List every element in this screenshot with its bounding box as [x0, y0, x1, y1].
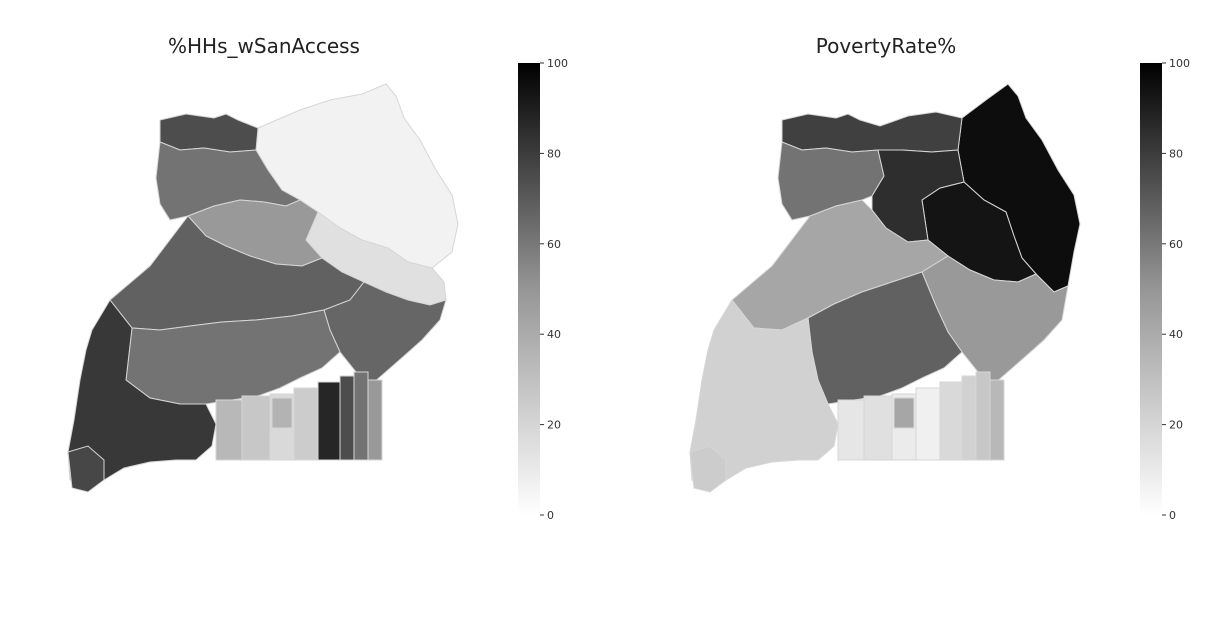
- region-south-west: [689, 299, 839, 489]
- lake-block: [989, 379, 1005, 461]
- colorbar: 0 20 40 60 80 100: [518, 57, 568, 522]
- colorbar-ticks: 0 20 40 60 80 100: [540, 57, 568, 522]
- region-south-west: [67, 299, 217, 489]
- lake-block: [367, 379, 383, 461]
- colorbar-gradient: [518, 63, 540, 515]
- map-panel-poverty: PovertyRate%: [689, 34, 1190, 522]
- panel-title: %HHs_wSanAccess: [168, 34, 360, 58]
- lake-block: [353, 371, 369, 461]
- colorbar-tick-label: 60: [547, 238, 561, 251]
- lake-block: [317, 381, 341, 461]
- lake-block: [961, 375, 977, 461]
- colorbar: 0 20 40 60 80 100: [1140, 57, 1190, 522]
- map-panel-sanitation: %HHs_wSanAccess: [67, 34, 568, 522]
- lake-block: [863, 395, 893, 461]
- lake-block: [241, 395, 271, 461]
- lake-block: [837, 399, 865, 461]
- lake-block: [271, 397, 293, 429]
- colorbar-tick-label: 20: [547, 419, 561, 432]
- lake-block: [215, 399, 243, 461]
- colorbar-ticks: 0 20 40 60 80 100: [1162, 57, 1190, 522]
- colorbar-tick-label: 40: [1169, 328, 1183, 341]
- choropleth-map: [689, 83, 1081, 493]
- lake-block: [893, 397, 915, 429]
- region-south-west-tip: [689, 445, 727, 493]
- colorbar-tick-label: 0: [547, 509, 554, 522]
- lake-block: [939, 381, 963, 461]
- lake-block: [975, 371, 991, 461]
- lake-blocks: [215, 371, 383, 461]
- lake-block: [339, 375, 355, 461]
- colorbar-gradient: [1140, 63, 1162, 515]
- region-west-nile-top: [781, 111, 963, 153]
- region-north-central: [871, 149, 965, 243]
- region-south-west-tip: [67, 445, 105, 493]
- colorbar-tick-label: 80: [547, 147, 561, 160]
- choropleth-map: [67, 83, 459, 493]
- colorbar-tick-label: 20: [1169, 419, 1183, 432]
- colorbar-tick-label: 0: [1169, 509, 1176, 522]
- colorbar-tick-label: 100: [547, 57, 568, 70]
- panel-title: PovertyRate%: [816, 34, 957, 58]
- lake-block: [915, 387, 941, 461]
- colorbar-tick-label: 100: [1169, 57, 1190, 70]
- region-north-west: [777, 141, 885, 221]
- lake-blocks: [837, 371, 1005, 461]
- colorbar-tick-label: 80: [1169, 147, 1183, 160]
- colorbar-tick-label: 40: [547, 328, 561, 341]
- lake-block: [293, 387, 319, 461]
- region-west-nile-top: [159, 113, 259, 153]
- colorbar-tick-label: 60: [1169, 238, 1183, 251]
